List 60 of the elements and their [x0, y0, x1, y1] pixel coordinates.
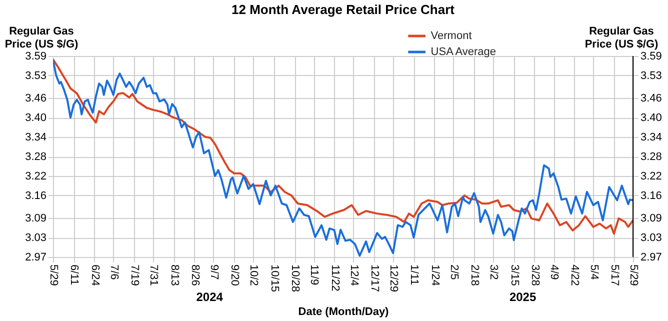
- x-tick-label: 8/26: [188, 264, 201, 286]
- x-tick-label: 6/24: [88, 264, 101, 286]
- x-tick-label: 2/5: [448, 264, 460, 280]
- y-tick-label: 3.53: [25, 70, 46, 82]
- y2-tick-label: 3.46: [640, 92, 662, 105]
- x-tick-label: 11/9: [308, 264, 320, 286]
- x-tick-label: 7/31: [148, 264, 160, 286]
- x-tick-label: 10/28: [289, 264, 302, 292]
- x-tick-label: 3/15: [508, 264, 520, 286]
- x-tick-label: 3/28: [528, 264, 541, 286]
- x-tick-label: 12/17: [368, 264, 380, 292]
- x-axis-title: Date (Month/Day): [298, 306, 390, 318]
- x-tick-label: 7/19: [128, 264, 141, 286]
- x-tick-label: 1/24: [428, 264, 441, 286]
- y2-tick-label: 3.59: [640, 50, 662, 62]
- x-tick-label: 5/29: [628, 264, 640, 286]
- y-tick-label: 3.16: [25, 190, 46, 202]
- y2-tick-label: 3.22: [640, 170, 662, 182]
- y2-tick-label: 3.16: [640, 190, 662, 202]
- y-tick-label: 3.46: [25, 92, 46, 105]
- x-tick-label: 5/29: [48, 264, 60, 286]
- x-tick-label: 12/29: [388, 264, 400, 292]
- x-tick-label: 12/4: [348, 264, 360, 286]
- x-tick-label: 6/11: [68, 264, 80, 286]
- x-tick-label: 4/9: [548, 264, 560, 280]
- y2-tick-label: 2.97: [640, 252, 662, 264]
- x-tick-label: 10/2: [248, 264, 260, 286]
- y2-tick-label: 3.40: [640, 112, 662, 124]
- legend-label: Vermont: [430, 30, 472, 42]
- y2-tick-label: 3.53: [640, 70, 662, 82]
- y-tick-label: 3.40: [25, 112, 46, 124]
- x-tick-label: 8/13: [168, 264, 180, 286]
- y2-tick-label: 3.09: [640, 212, 662, 225]
- chart-title: 12 Month Average Retail Price Chart: [232, 2, 456, 17]
- y-tick-label: 3.03: [25, 232, 46, 244]
- y-tick-label: 3.28: [25, 151, 46, 163]
- y-tick-label: 2.97: [25, 252, 46, 264]
- x-tick-label: 2/18: [468, 264, 481, 286]
- y-tick-label: 3.22: [25, 170, 46, 182]
- y2-tick-label: 3.03: [640, 232, 662, 244]
- text: 2024: [196, 290, 224, 304]
- y-tick-label: 3.34: [25, 132, 46, 144]
- x-tick-label: 1/11: [408, 264, 420, 286]
- x-tick-label: 3/2: [488, 264, 500, 280]
- y-tick-label: 3.59: [25, 50, 46, 62]
- x-tick-label: 4/22: [568, 264, 581, 286]
- text: 2025: [509, 290, 536, 304]
- y2-tick-label: 3.34: [640, 132, 662, 144]
- x-tick-label: 5/4: [588, 264, 600, 280]
- x-tick-label: 10/15: [268, 264, 280, 292]
- legend-label: USA Average: [430, 46, 496, 58]
- x-tick-label: 7/6: [108, 264, 120, 280]
- y-axis-title: Regular Gas Price (US $/G): [4, 26, 79, 50]
- x-tick-label: 11/22: [328, 264, 341, 292]
- x-tick-label: 9/20: [228, 264, 241, 286]
- x-tick-label: 9/7: [208, 264, 220, 280]
- x-tick-label: 5/17: [608, 264, 620, 286]
- y2-axis-title: Regular Gas Price (US $/G): [584, 26, 659, 50]
- y-tick-label: 3.09: [25, 212, 46, 225]
- y2-tick-label: 3.28: [640, 151, 662, 163]
